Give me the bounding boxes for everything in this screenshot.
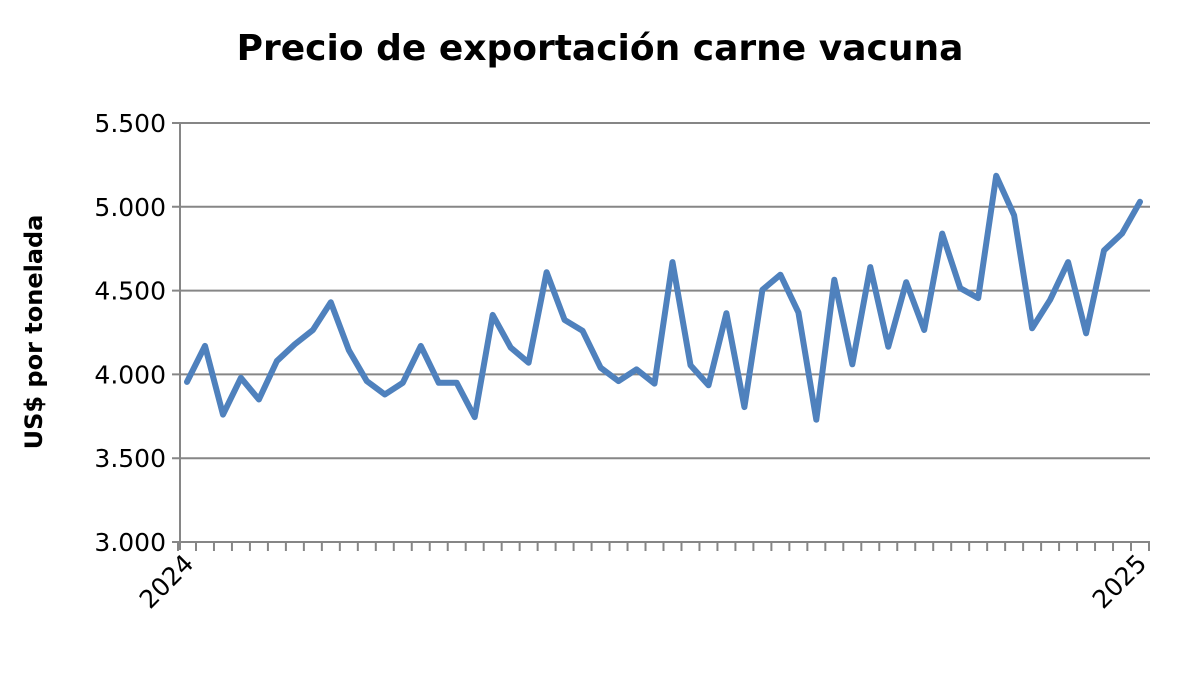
y-tick-label: 5.500 — [94, 109, 166, 138]
y-tick-label: 3.500 — [94, 444, 166, 473]
series-line — [184, 172, 1143, 423]
x-tick-label: 2025 — [1087, 549, 1152, 614]
chart-title: Precio de exportación carne vacuna — [236, 28, 964, 69]
y-tick-label: 3.000 — [94, 528, 166, 557]
y-tick-label: 4.500 — [94, 277, 166, 306]
x-tick-label: 2024 — [134, 549, 199, 614]
y-tick-label: 4.000 — [94, 360, 166, 389]
y-axis-label: US$ por tonelada — [20, 215, 48, 450]
y-tick-label: 5.000 — [94, 193, 166, 222]
